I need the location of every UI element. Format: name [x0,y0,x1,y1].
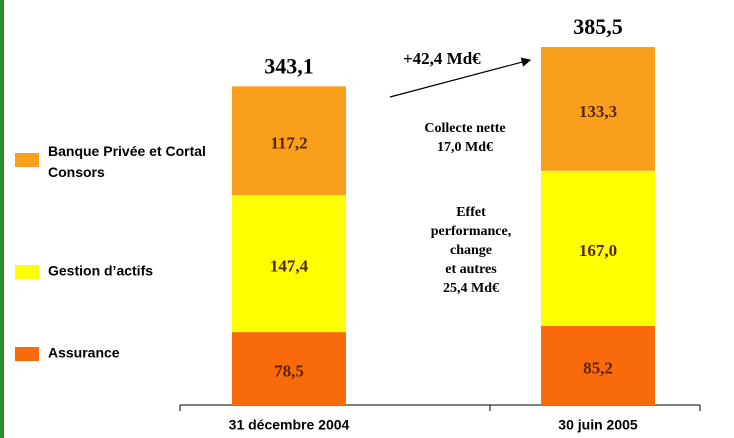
flow-note: 25,4 Md€ [443,281,499,296]
bar-segment [541,325,655,405]
data-label: 117,2 [270,134,307,153]
bar-segment [232,195,346,333]
data-label: 85,2 [583,358,613,377]
bar-segment [541,47,655,171]
data-label: 147,4 [270,257,309,276]
legend-swatch [15,153,39,167]
legend-label: Gestion d’actifs [48,263,153,279]
legend-label: Banque Privée et Cortal Consors [48,143,206,180]
flow-note: et autres [445,262,497,277]
bar-segment [232,332,346,405]
frame-border [0,0,4,438]
flow-note: Collecte nette [424,121,505,136]
x-tick-label: 30 juin 2005 [558,417,638,433]
growth-arrow [389,57,532,98]
flow-note: Effet [456,205,486,220]
x-tick-label: 31 décembre 2004 [229,417,350,433]
data-label: 133,3 [579,102,617,121]
data-label: 167,0 [579,241,617,260]
total-label: 343,1 [264,53,314,78]
flow-note: performance, [431,224,511,239]
legend-label: Assurance [48,345,120,361]
data-label: 78,5 [274,361,304,380]
flow-note: 17,0 Md€ [437,140,493,155]
bar-segment [541,170,655,326]
bar-segment [232,86,346,196]
legend-swatch [15,265,39,279]
legend-swatch [15,347,39,361]
growth-label: +42,4 Md€ [403,49,481,68]
flow-note: change [450,243,492,258]
total-label: 385,5 [573,14,623,39]
